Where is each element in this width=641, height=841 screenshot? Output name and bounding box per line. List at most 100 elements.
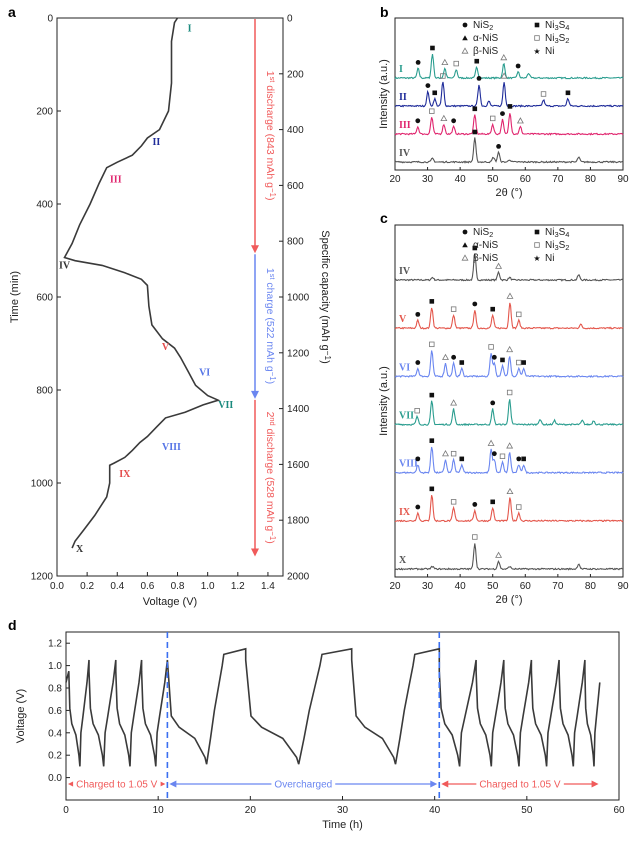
phase-marker [442,450,449,457]
phase-marker [451,354,457,360]
segment-arrow-head [251,548,259,557]
phase-marker [491,354,497,360]
x-tick-label: 70 [552,174,564,185]
y-right-tick-label: 1000 [287,293,310,304]
phase-marker [415,456,421,462]
xrd-pattern-IV [394,253,624,282]
phase-marker [506,389,513,396]
legend-marker [534,35,540,41]
y-tick-label: 0.8 [48,684,62,695]
cycling-curve [65,647,601,767]
series-label: II [399,92,407,103]
x-tick-label: 0 [63,805,69,816]
x-axis-label-d: Time (h) [322,819,363,831]
phase-marker [476,76,482,81]
phase-marker [491,451,497,457]
x-tick-label: 40 [455,174,467,185]
x-tick-label: 20 [245,805,257,816]
y-axis-label-a: Time (min) [9,271,21,323]
x-tick-label: 20 [389,581,401,592]
series-label: III [399,120,411,131]
xrd-pattern-IV [394,137,624,164]
segment-arrow-head [251,390,259,399]
series-label: VII [399,411,414,422]
x-tick-label: 60 [520,581,532,592]
panel-label-b: b [380,4,389,20]
phase-marker [429,341,435,348]
panel-label-c: c [380,210,388,226]
phase-marker [429,299,435,304]
phase-marker [450,450,457,457]
axes-frame-b [394,17,624,171]
chart-d: 0 10 20 30 40 50 60 0.0 0.2 0.4 0.6 0.8 1.0 1.2 Time (… [15,631,625,831]
phase-marker [415,118,421,124]
phase-marker [459,456,465,462]
x-tick-label: 40 [429,805,441,816]
phase-marker [414,407,420,414]
xrd-pattern-VIII [394,446,624,475]
y-axis-label-d: Voltage (V) [15,689,27,743]
y-tick-label: 1000 [31,479,54,490]
y-tick-label: 0 [47,14,53,25]
phase-marker [506,487,514,495]
x-tick-label: 50 [487,581,499,592]
phase-marker [515,63,521,69]
phase-marker [442,353,449,360]
phase-marker [429,392,435,398]
y-tick-label: 200 [36,107,53,118]
x-tick-label: 1.0 [201,581,215,592]
phase-marker [472,245,478,251]
phase-marker [516,504,522,510]
phase-marker [521,456,526,462]
region-arrow-head-left [169,780,177,788]
panel-label-d: d [8,617,17,633]
x-tick-label: 50 [521,805,533,816]
y-right-tick-label: 800 [287,237,304,248]
phase-marker [440,73,446,79]
legend-entry: Ni3S2 [545,33,569,45]
y-tick-label: 0.0 [48,773,62,784]
region-arrow-head-right [430,780,438,788]
series-label: V [399,314,407,325]
x-tick-label: 0.4 [110,581,124,592]
phase-marker [472,502,478,507]
phase-marker [506,442,514,449]
x-tick-label: 90 [617,174,629,185]
x-tick-label: 30 [337,805,349,816]
phase-marker [451,118,457,124]
legend-entry: β-NiS [473,46,499,57]
legend-entry: Ni [545,253,554,264]
phase-marker [496,144,501,149]
phase-marker [415,360,421,365]
x-tick-label: 90 [617,581,629,592]
legend-entry: α-NiS [473,33,499,44]
legend-entry: α-NiS [473,240,499,251]
y-axis-label-b: Intensity (a.u.) [378,59,390,129]
y-tick-label: 1.2 [48,639,62,650]
phase-marker [488,344,494,350]
phase-marker [490,115,496,122]
x-tick-label: 40 [455,581,467,592]
legend-entry: Ni3S4 [545,20,569,32]
phase-marker [487,439,495,446]
state-annotation: III [110,174,122,185]
y-axis-label-c: Intensity (a.u.) [378,366,390,436]
panel-label-a: a [8,4,16,20]
segment-arrow-head [251,245,259,254]
y-tick-label: 0.6 [48,706,62,717]
series-label: VIII [399,459,418,470]
phase-marker [472,106,478,112]
xrd-pattern-I [394,54,624,80]
series-label: X [399,555,407,566]
x-axis-label-b: 2θ (°) [495,187,522,199]
x-axis-label-a: Voltage (V) [143,596,197,608]
phase-marker [453,60,459,67]
phase-marker [415,60,421,65]
phase-marker [490,306,496,312]
y-right-tick-label: 1200 [287,348,310,359]
y-right-axis-label-a: Specific capacity (mAh g−1) [319,230,332,364]
x-tick-label: 80 [585,581,597,592]
x-axis-label-c: 2θ (°) [495,594,522,606]
voltage-time-curve [63,17,221,549]
region-label: Overcharged [274,780,332,791]
